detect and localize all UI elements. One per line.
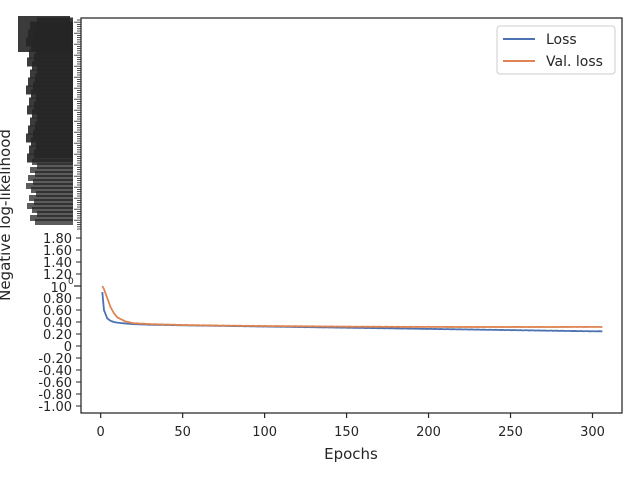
- x-tick-label: 50: [174, 425, 191, 440]
- x-tick-label: 250: [498, 425, 523, 440]
- y-axis-dense-ticks: [18, 16, 81, 230]
- y-overlapping-label: [28, 175, 73, 181]
- y-overlapping-label: [32, 207, 73, 213]
- y-overlapping-label: [37, 211, 73, 217]
- x-tick-label: 0: [97, 425, 105, 440]
- x-tick-label: 100: [252, 425, 277, 440]
- y-axis-ticks: 1.801.601.401.200.800.600.400.200-0.20-0…: [38, 232, 81, 415]
- series-lines: [101, 285, 603, 333]
- y-overlapping-label: [18, 34, 70, 37]
- y-overlapping-label: [18, 16, 70, 19]
- y-overlapping-label: [30, 215, 73, 221]
- y-tick-label: 1.40: [43, 256, 72, 271]
- y-tick-label: -1.00: [38, 400, 72, 415]
- y-overlapping-label: [36, 191, 73, 197]
- legend: Loss Val. loss: [496, 25, 616, 75]
- legend-label-val-loss: Val. loss: [546, 54, 603, 70]
- y-overlapping-label: [35, 219, 73, 225]
- y-tick-label: -0.20: [38, 352, 72, 367]
- legend-label-loss: Loss: [546, 32, 577, 48]
- y-tick-label: 1.80: [43, 232, 72, 247]
- y-tick-label: 0.80: [43, 292, 72, 307]
- y-tick-label: -0.60: [38, 376, 72, 391]
- y-overlapping-label: [18, 28, 70, 31]
- y-tick-label: 1.60: [43, 244, 72, 259]
- y-overlapping-label: [37, 163, 73, 169]
- x-tick-label: 200: [416, 425, 441, 440]
- y-overlapping-label: [18, 49, 70, 52]
- y-overlapping-label: [29, 195, 73, 201]
- y-overlapping-label: [35, 171, 73, 177]
- y-overlapping-label: [18, 19, 70, 22]
- y-overlapping-label: [18, 40, 70, 43]
- y-tick-label: 1.20: [43, 268, 72, 283]
- y-axis-label: Negative log-likelihood: [0, 129, 14, 301]
- y-tick-label: 0.20: [43, 328, 72, 343]
- y-overlapping-label: [26, 183, 73, 189]
- y-overlapping-label: [18, 43, 70, 46]
- y-overlapping-label: [18, 25, 70, 28]
- series-line-val-loss: [101, 285, 603, 328]
- y-overlapping-label: [31, 187, 73, 193]
- y-overlapping-label: [18, 31, 70, 34]
- plot-background: [81, 18, 622, 413]
- y-overlapping-label: [18, 46, 70, 49]
- y-tick-label-10-0: 10: [50, 281, 67, 296]
- y-tick-label: 0.40: [43, 316, 72, 331]
- plot-frame: [80, 17, 623, 414]
- x-axis-label: Epochs: [324, 445, 378, 463]
- y-overlapping-label: [27, 153, 73, 163]
- y-overlapping-label: [34, 199, 73, 205]
- y-overlapping-label: [27, 203, 73, 209]
- y-overlapping-label: [30, 167, 73, 173]
- y-overlapping-label: [32, 159, 73, 165]
- y-tick-label: -0.40: [38, 364, 72, 379]
- x-tick-label: 150: [334, 425, 359, 440]
- x-axis-ticks: 0 50 100 150 200 250 300: [97, 413, 605, 440]
- y-tick-label: 0.60: [43, 304, 72, 319]
- y-tick-label-exponent: 0: [68, 277, 74, 287]
- y-overlapping-label: [33, 179, 73, 185]
- y-overlapping-label: [18, 22, 70, 25]
- x-tick-label: 300: [580, 425, 605, 440]
- y-tick-label: 0: [64, 340, 72, 355]
- y-overlapping-label: [18, 37, 70, 40]
- y-tick-label: -0.80: [38, 388, 72, 403]
